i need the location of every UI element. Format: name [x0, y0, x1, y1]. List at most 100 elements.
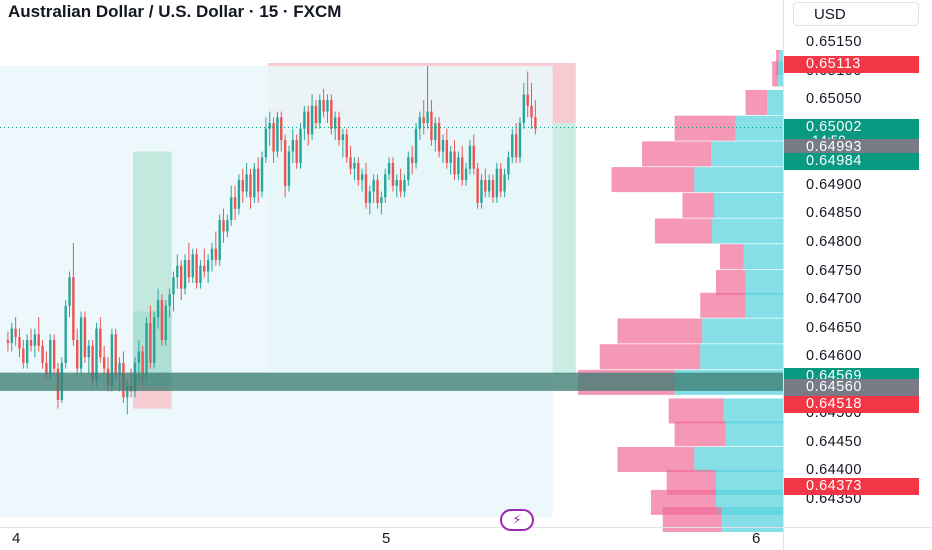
y-tick-label: 0.64700 [806, 291, 862, 308]
candle-body [310, 105, 314, 135]
candle-body [102, 357, 106, 369]
candle-body [280, 117, 283, 141]
candle-body [14, 328, 17, 338]
y-tick-label: 0.64900 [806, 176, 862, 193]
price-label: 0.64993 [784, 139, 919, 156]
candle-body [511, 134, 514, 158]
price-label: 0.65113 [784, 55, 919, 73]
candle-body [318, 100, 321, 123]
candle-body [360, 174, 364, 181]
candle-body [322, 100, 325, 112]
volume-profile-up-bar [694, 447, 783, 473]
candle-body [299, 128, 302, 163]
candle-body [403, 180, 406, 192]
candle-body [341, 134, 345, 141]
candle-body [503, 174, 506, 192]
volume-profile-up-bar [721, 506, 783, 532]
volume-profile-up-bar [743, 244, 783, 270]
y-tick-label: 0.64850 [806, 205, 862, 222]
candle-body [272, 122, 275, 152]
candle-body [37, 334, 40, 346]
volume-profile-up-bar [778, 61, 783, 87]
candle-body [526, 94, 529, 106]
candle-body [218, 220, 221, 261]
candle-body [253, 168, 256, 198]
candle-body [137, 351, 141, 363]
candle-body [245, 174, 248, 192]
volume-profile-down-bar [719, 244, 744, 270]
candle-body [330, 100, 333, 129]
volume-profile-down-bar [745, 89, 768, 115]
candle-body [41, 345, 44, 363]
volume-profile-up-bar [714, 192, 783, 218]
candle-body [376, 180, 379, 203]
volume-profile-down-bar [700, 292, 746, 318]
candle-body [249, 174, 252, 198]
candle-body [291, 140, 295, 152]
candle-body [476, 168, 479, 203]
volume-profile-down-bar [617, 447, 695, 473]
y-tick-label: 0.64750 [806, 262, 862, 279]
candle-body [226, 220, 229, 232]
volume-profile-up-bar [745, 292, 783, 318]
y-tick-label: 0.65050 [806, 91, 862, 108]
candle-body [472, 145, 475, 169]
candle-body [276, 117, 279, 152]
candle-body [99, 328, 102, 358]
volume-profile-down-bar [674, 115, 736, 141]
y-tick-label: 0.64650 [806, 319, 862, 336]
candle-body [333, 117, 337, 129]
candle-body [480, 180, 483, 203]
candle-body [499, 168, 502, 192]
volume-profile-down-bar [599, 344, 701, 370]
candle-body [118, 362, 121, 375]
candle-body [345, 134, 348, 158]
volume-profile-down-bar [611, 167, 695, 193]
candle-body [195, 254, 198, 283]
candle-body [72, 277, 75, 341]
lightning-icon[interactable]: ⚡ [500, 509, 534, 531]
y-tick-label: 0.64450 [806, 433, 862, 450]
candle-body [384, 174, 387, 198]
candle-body [187, 260, 191, 278]
small-red-zone [133, 385, 172, 409]
candle-body [264, 128, 268, 158]
candle-body [10, 328, 13, 343]
currency-button[interactable]: USD [793, 2, 919, 26]
candle-body [326, 100, 329, 112]
candle-body [168, 294, 171, 306]
candle-body [6, 340, 10, 343]
volume-profile-up-bar [745, 269, 783, 295]
candle-body [172, 277, 175, 295]
candle-body [453, 151, 456, 175]
candle-body [461, 157, 464, 181]
y-tick-label: 0.64800 [806, 233, 862, 250]
volume-profile-down-bar [674, 421, 726, 447]
candle-body [160, 300, 164, 341]
candle-body [183, 260, 187, 289]
candle-body [64, 305, 67, 363]
volume-profile-up-bar [735, 115, 783, 141]
candle-body [29, 340, 33, 346]
candle-body [79, 317, 83, 369]
price-label: 0.65002 [784, 119, 919, 136]
candle-body [83, 317, 87, 358]
candle-body [307, 111, 310, 135]
candle-body [422, 117, 425, 123]
candle-body [230, 197, 233, 221]
candle-body [114, 334, 117, 375]
candle-body [380, 197, 383, 203]
candle-body [260, 157, 264, 192]
volume-profile-up-bar [723, 398, 783, 424]
candle-body [518, 122, 522, 158]
candle-body [349, 157, 352, 169]
small-green-zone [133, 151, 172, 312]
chart-title: Australian Dollar / U.S. Dollar · 15 · F… [8, 2, 342, 21]
candle-body [441, 140, 445, 152]
candle-body [495, 168, 499, 198]
candle-body [487, 180, 491, 192]
candle-body [141, 351, 144, 375]
candle-body [203, 265, 206, 272]
volume-profile-up-bar [725, 421, 783, 447]
